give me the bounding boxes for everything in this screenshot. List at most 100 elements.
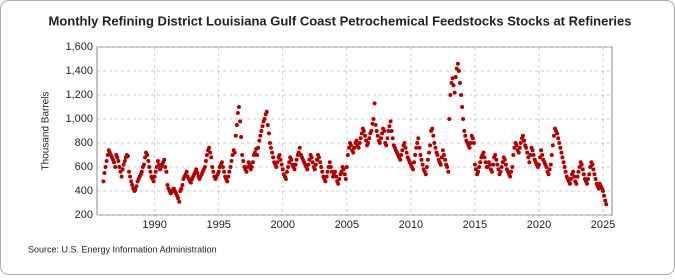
data-point xyxy=(155,159,160,163)
data-point xyxy=(104,159,109,163)
data-point xyxy=(467,145,472,150)
data-point xyxy=(103,165,108,169)
data-point xyxy=(367,136,372,141)
data-point xyxy=(377,141,382,145)
data-point xyxy=(343,177,348,181)
data-point xyxy=(227,169,232,174)
data-point xyxy=(145,153,150,157)
data-point xyxy=(280,167,285,172)
data-point xyxy=(356,145,361,150)
data-point xyxy=(404,150,409,155)
data-point xyxy=(452,90,457,95)
data-point xyxy=(540,153,545,157)
data-point xyxy=(547,167,552,172)
data-point xyxy=(249,165,254,169)
data-point xyxy=(122,159,127,163)
x-tick-label: 2020 xyxy=(527,219,551,231)
data-point xyxy=(530,148,535,153)
data-point xyxy=(418,153,423,157)
data-point xyxy=(569,177,574,181)
data-point xyxy=(324,174,329,179)
data-point xyxy=(590,162,595,167)
data-point xyxy=(581,172,586,177)
data-point xyxy=(511,153,516,157)
data-point xyxy=(524,145,529,150)
y-tick-label: 1,400 xyxy=(65,65,93,77)
data-point xyxy=(425,157,430,162)
data-point xyxy=(195,171,200,175)
data-point xyxy=(431,133,436,138)
data-point xyxy=(374,129,379,133)
data-point xyxy=(399,153,404,157)
data-point xyxy=(462,129,467,133)
data-point xyxy=(119,174,124,179)
data-point xyxy=(400,148,405,153)
data-point xyxy=(270,150,275,155)
data-point xyxy=(459,93,464,97)
data-point xyxy=(517,145,522,150)
data-point xyxy=(294,157,299,162)
data-point xyxy=(363,133,368,138)
data-point xyxy=(219,160,224,165)
data-point xyxy=(337,177,342,181)
data-point xyxy=(548,162,553,167)
data-point xyxy=(387,124,392,129)
data-point xyxy=(352,145,357,150)
data-point xyxy=(495,162,500,167)
data-point xyxy=(220,165,225,169)
data-point xyxy=(493,153,498,157)
data-point xyxy=(403,145,408,150)
data-point xyxy=(234,123,239,127)
data-point xyxy=(388,119,393,124)
data-point xyxy=(102,171,107,175)
data-point xyxy=(412,160,417,165)
data-point xyxy=(417,145,422,150)
data-point xyxy=(271,155,276,160)
data-point xyxy=(420,162,425,167)
data-point xyxy=(121,162,126,167)
data-point xyxy=(184,169,189,174)
data-point xyxy=(456,69,461,73)
data-point xyxy=(211,169,216,174)
data-point xyxy=(457,81,462,85)
data-point xyxy=(579,162,584,167)
data-point xyxy=(279,162,284,167)
data-point xyxy=(567,181,572,186)
data-point xyxy=(357,141,362,145)
data-point xyxy=(440,148,445,153)
source-note: Source: U.S. Energy Information Administ… xyxy=(28,244,217,254)
data-point xyxy=(165,183,170,187)
x-tick-label: 2015 xyxy=(463,219,487,231)
data-point xyxy=(236,105,241,109)
data-point xyxy=(256,145,261,150)
data-point xyxy=(544,165,549,169)
data-point xyxy=(250,160,255,165)
data-point xyxy=(262,117,267,121)
data-point xyxy=(446,169,451,174)
data-point xyxy=(527,160,532,165)
data-point xyxy=(241,159,246,163)
data-point xyxy=(128,174,133,179)
data-point xyxy=(229,159,234,163)
data-point xyxy=(361,129,366,133)
data-point xyxy=(445,165,450,169)
data-point xyxy=(560,155,565,160)
data-point xyxy=(423,172,428,177)
data-point xyxy=(244,169,249,174)
y-tick-label: 1,600 xyxy=(65,41,93,53)
data-point xyxy=(260,124,265,129)
data-point xyxy=(310,160,315,165)
data-point xyxy=(354,138,359,143)
data-point xyxy=(390,136,395,141)
data-point xyxy=(116,159,121,163)
data-point xyxy=(550,143,555,148)
data-point xyxy=(427,150,432,155)
data-point xyxy=(257,138,262,143)
data-point xyxy=(194,167,199,172)
data-point xyxy=(555,131,560,136)
data-point xyxy=(438,162,443,167)
data-point xyxy=(264,109,269,114)
data-point xyxy=(313,162,318,167)
